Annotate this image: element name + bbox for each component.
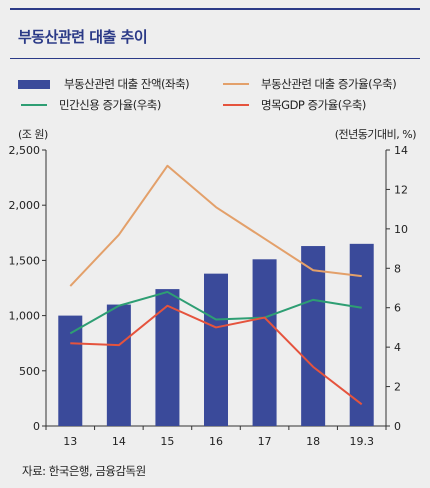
legend-label-gdp-growth: 명목GDP 증가율(우축): [261, 98, 366, 112]
chart-title: 부동산관련 대출 추이: [18, 28, 148, 46]
legend-swatch-private-credit: [21, 104, 47, 106]
left-tick-label: 500: [19, 365, 40, 378]
left-tick-label: 1,000: [9, 310, 41, 323]
right-axis-unit: (전년동기대비, %): [334, 128, 417, 141]
bar-loan-balance: [58, 315, 83, 426]
right-tick-label: 6: [394, 302, 401, 315]
x-tick-label: 17: [258, 435, 272, 448]
left-axis-unit: (조 원): [18, 128, 48, 141]
legend-item-loan-balance: 부동산관련 대출 잔액(좌축): [18, 76, 190, 92]
bar-loan-balance: [204, 273, 228, 426]
top-rule: [10, 8, 420, 10]
x-tick-label: 13: [63, 435, 77, 448]
x-tick-label: 15: [160, 435, 174, 448]
title-rule: [10, 58, 420, 59]
right-tick-label: 4: [394, 341, 401, 354]
x-tick-label: 16: [209, 435, 223, 448]
left-tick-label: 0: [33, 420, 40, 433]
legend-item-loan-growth: 부동산관련 대출 증가율(우축): [223, 76, 397, 92]
x-tick-label: 19.3: [349, 435, 374, 448]
legend-label-loan-growth: 부동산관련 대출 증가율(우축): [261, 77, 397, 91]
source-note: 자료: 한국은행, 금융감독원: [22, 464, 146, 478]
right-tick-label: 12: [394, 183, 408, 196]
left-tick-label: 2,000: [9, 199, 41, 212]
bar-loan-balance: [106, 304, 131, 426]
right-tick-label: 8: [394, 262, 401, 275]
x-tick-label: 18: [306, 435, 320, 448]
bar-loan-balance: [301, 246, 326, 426]
legend-label-loan-balance: 부동산관련 대출 잔액(좌축): [64, 77, 190, 91]
legend-item-private-credit: 민간신용 증가율(우축): [18, 97, 161, 113]
legend-label-private-credit: 민간신용 증가율(우축): [59, 98, 161, 112]
right-tick-label: 10: [394, 223, 408, 236]
right-tick-label: 14: [394, 144, 408, 157]
x-tick-label: 14: [112, 435, 126, 448]
left-tick-label: 1,500: [9, 254, 41, 267]
bar-loan-balance: [252, 259, 277, 426]
right-tick-label: 0: [394, 420, 401, 433]
left-tick-label: 2,500: [9, 144, 41, 157]
legend-swatch-loan-growth: [223, 83, 249, 85]
right-tick-label: 2: [394, 381, 401, 394]
legend-swatch-loan-balance: [18, 79, 50, 89]
legend-swatch-gdp-growth: [223, 104, 249, 106]
legend-item-gdp-growth: 명목GDP 증가율(우축): [223, 97, 366, 113]
